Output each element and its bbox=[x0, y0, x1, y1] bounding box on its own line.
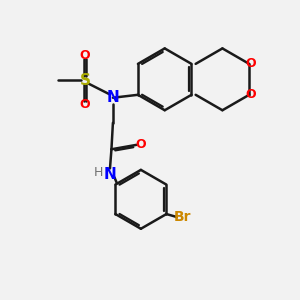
Text: O: O bbox=[245, 57, 256, 70]
Text: O: O bbox=[80, 98, 90, 111]
Text: O: O bbox=[136, 138, 146, 151]
Text: O: O bbox=[80, 50, 90, 62]
Text: S: S bbox=[80, 73, 90, 88]
Text: O: O bbox=[245, 88, 256, 101]
Text: N: N bbox=[103, 167, 116, 182]
Text: Br: Br bbox=[174, 210, 191, 224]
Text: N: N bbox=[106, 90, 119, 105]
Text: H: H bbox=[94, 166, 104, 179]
